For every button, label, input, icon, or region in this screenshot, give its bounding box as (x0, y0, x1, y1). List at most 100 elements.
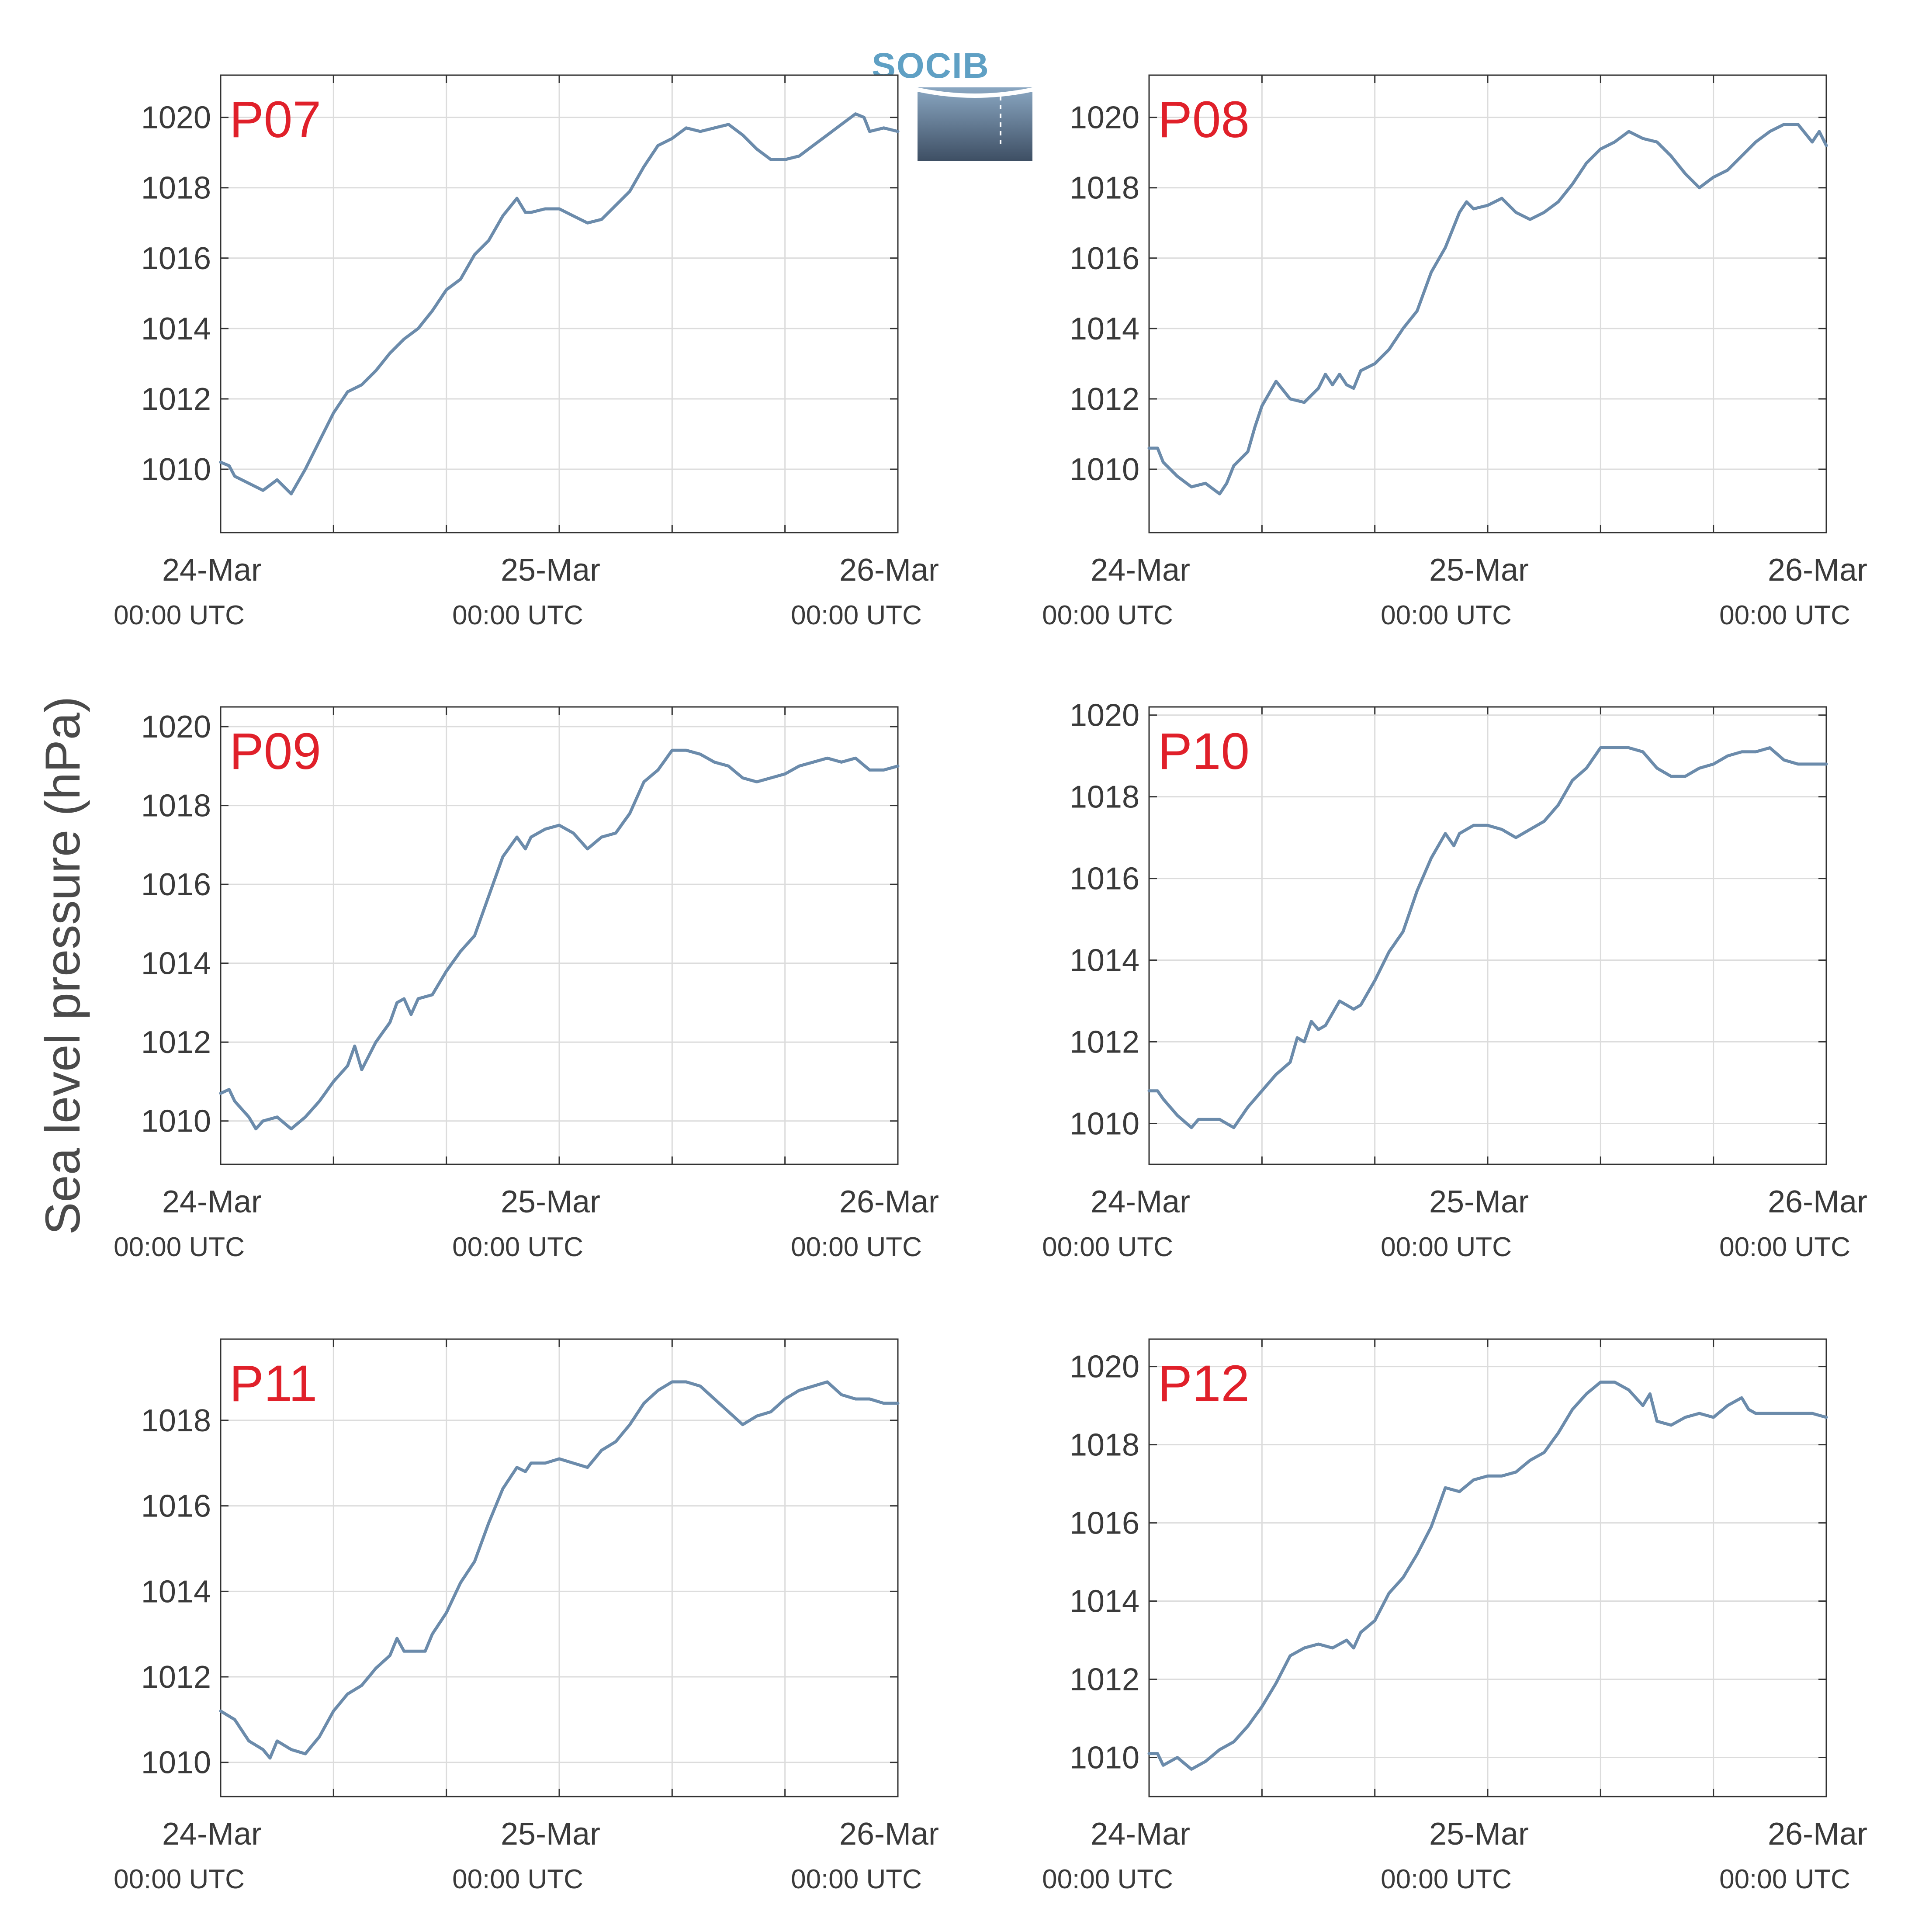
x-tick-label-date: 25-Mar (1429, 553, 1529, 588)
x-tick-label-date: 24-Mar (162, 1184, 262, 1219)
y-tick-label: 1018 (1070, 1428, 1139, 1463)
y-tick-label: 1014 (141, 1574, 211, 1609)
y-tick-label: 1020 (1070, 100, 1139, 135)
socib-logo: SOCIB (872, 46, 1032, 161)
y-tick-label: 1010 (141, 1745, 211, 1780)
panels: 1010 1012 1014 1016 1018 1020 24-Mar 00:00 UTC 2… (114, 74, 1867, 1894)
plot-frame (220, 74, 899, 533)
series-line-p11 (219, 1380, 900, 1760)
panel-p11: 1010 1012 1014 1016 1018 24-Mar 00:00 UTC 25-Ma… (114, 1338, 939, 1894)
y-tick-label: 1014 (141, 946, 211, 981)
x-tick-label-time: 00:00 UTC (1042, 1232, 1173, 1262)
x-tick-label-date: 26-Mar (839, 1184, 939, 1219)
x-tick-label-date: 26-Mar (839, 553, 939, 588)
x-tick-label-time: 00:00 UTC (114, 600, 245, 630)
y-tick-label: 1018 (1070, 171, 1139, 206)
y-tick-label: 1012 (1070, 1662, 1139, 1697)
y-tick-label: 1016 (1070, 241, 1139, 276)
y-tick-label: 1014 (1070, 312, 1139, 346)
x-tick-label-date: 25-Mar (501, 1184, 600, 1219)
x-tick-label-time: 00:00 UTC (1381, 600, 1512, 630)
x-tick-label-date: 26-Mar (1768, 1184, 1867, 1219)
x-tick-label-date: 24-Mar (1091, 1817, 1190, 1852)
plot-frame (1148, 74, 1827, 533)
y-tick-label: 1014 (1070, 1584, 1139, 1619)
y-axis-label: Sea level pressure (hPa) (35, 696, 90, 1235)
y-tick-label: 1018 (141, 1403, 211, 1438)
logo-gradient-block (918, 87, 1032, 161)
y-tick-label: 1010 (1070, 1107, 1139, 1142)
y-tick-label: 1018 (141, 171, 211, 206)
y-tick-label: 1010 (1070, 1741, 1139, 1776)
y-tick-label: 1020 (141, 100, 211, 135)
series-line-p07 (219, 112, 900, 495)
y-tick-label: 1020 (141, 710, 211, 744)
x-tick-label-time: 00:00 UTC (791, 1232, 922, 1262)
series-line-p10 (1147, 746, 1828, 1129)
x-tick-label-time: 00:00 UTC (1719, 600, 1850, 630)
x-tick-label-date: 25-Mar (1429, 1817, 1529, 1852)
x-tick-label-time: 00:00 UTC (452, 1864, 583, 1894)
panel-label: P10 (1158, 723, 1250, 780)
panel-p10: 1010 1012 1014 1016 1018 1020 24-Mar 00:00 UTC 2… (1042, 698, 1867, 1262)
x-tick-label-date: 24-Mar (162, 553, 262, 588)
x-tick-label-date: 26-Mar (1768, 1817, 1867, 1852)
series-line-p08 (1147, 123, 1828, 495)
series-line-p09 (219, 748, 900, 1131)
x-tick-label-date: 25-Mar (1429, 1184, 1529, 1219)
series-line-p12 (1147, 1380, 1828, 1771)
logo-wave (918, 87, 1032, 98)
panel-label: P12 (1158, 1355, 1250, 1413)
x-tick-label-date: 24-Mar (162, 1817, 262, 1852)
panel-label: P08 (1158, 91, 1250, 149)
y-tick-label: 1012 (1070, 1025, 1139, 1060)
panel-p07: 1010 1012 1014 1016 1018 1020 24-Mar 00:00 UTC 2… (114, 74, 939, 630)
y-tick-label: 1012 (141, 1025, 211, 1060)
plot-frame (220, 706, 899, 1165)
y-tick-label: 1016 (141, 241, 211, 276)
x-tick-label-time: 00:00 UTC (1042, 1864, 1173, 1894)
panel-label: P09 (229, 723, 321, 780)
y-tick-label: 1016 (1070, 1506, 1139, 1541)
plot-frame (220, 1338, 899, 1797)
x-tick-label-date: 26-Mar (839, 1817, 939, 1852)
y-tick-label: 1020 (1070, 1350, 1139, 1385)
x-tick-label-time: 00:00 UTC (1042, 600, 1173, 630)
x-tick-label-date: 25-Mar (501, 1817, 600, 1852)
x-tick-label-time: 00:00 UTC (1719, 1232, 1850, 1262)
y-tick-label: 1010 (141, 1104, 211, 1139)
x-tick-label-time: 00:00 UTC (791, 600, 922, 630)
y-tick-label: 1016 (141, 867, 211, 902)
panel-label: P07 (229, 91, 321, 149)
x-tick-label-time: 00:00 UTC (1719, 1864, 1850, 1894)
y-tick-label: 1018 (141, 789, 211, 824)
y-tick-label: 1012 (141, 1660, 211, 1695)
y-tick-label: 1012 (1070, 382, 1139, 417)
panel-p08: 1010 1012 1014 1016 1018 1020 24-Mar 00:00 UTC 2… (1042, 74, 1867, 630)
x-tick-label-date: 24-Mar (1091, 553, 1190, 588)
x-tick-label-time: 00:00 UTC (452, 1232, 583, 1262)
x-tick-label-time: 00:00 UTC (114, 1232, 245, 1262)
plot-frame (1148, 706, 1827, 1165)
x-tick-label-date: 24-Mar (1091, 1184, 1190, 1219)
x-tick-label-time: 00:00 UTC (791, 1864, 922, 1894)
y-tick-label: 1016 (1070, 862, 1139, 897)
x-tick-label-time: 00:00 UTC (452, 600, 583, 630)
y-tick-label: 1014 (1070, 943, 1139, 978)
y-tick-label: 1016 (141, 1489, 211, 1524)
y-tick-label: 1020 (1070, 698, 1139, 733)
y-tick-label: 1014 (141, 312, 211, 346)
y-tick-label: 1010 (141, 452, 211, 487)
panel-label: P11 (229, 1355, 317, 1413)
y-tick-label: 1018 (1070, 780, 1139, 815)
x-tick-label-time: 00:00 UTC (114, 1864, 245, 1894)
x-tick-label-date: 26-Mar (1768, 553, 1867, 588)
x-tick-label-time: 00:00 UTC (1381, 1232, 1512, 1262)
y-tick-label: 1012 (141, 382, 211, 417)
panel-p12: 1010 1012 1014 1016 1018 1020 24-Mar 00:00 UTC 2… (1042, 1338, 1867, 1894)
panel-p09: 1010 1012 1014 1016 1018 1020 24-Mar 00:00 UTC 2… (114, 706, 939, 1262)
x-tick-label-time: 00:00 UTC (1381, 1864, 1512, 1894)
x-tick-label-date: 25-Mar (501, 553, 600, 588)
y-tick-label: 1010 (1070, 452, 1139, 487)
